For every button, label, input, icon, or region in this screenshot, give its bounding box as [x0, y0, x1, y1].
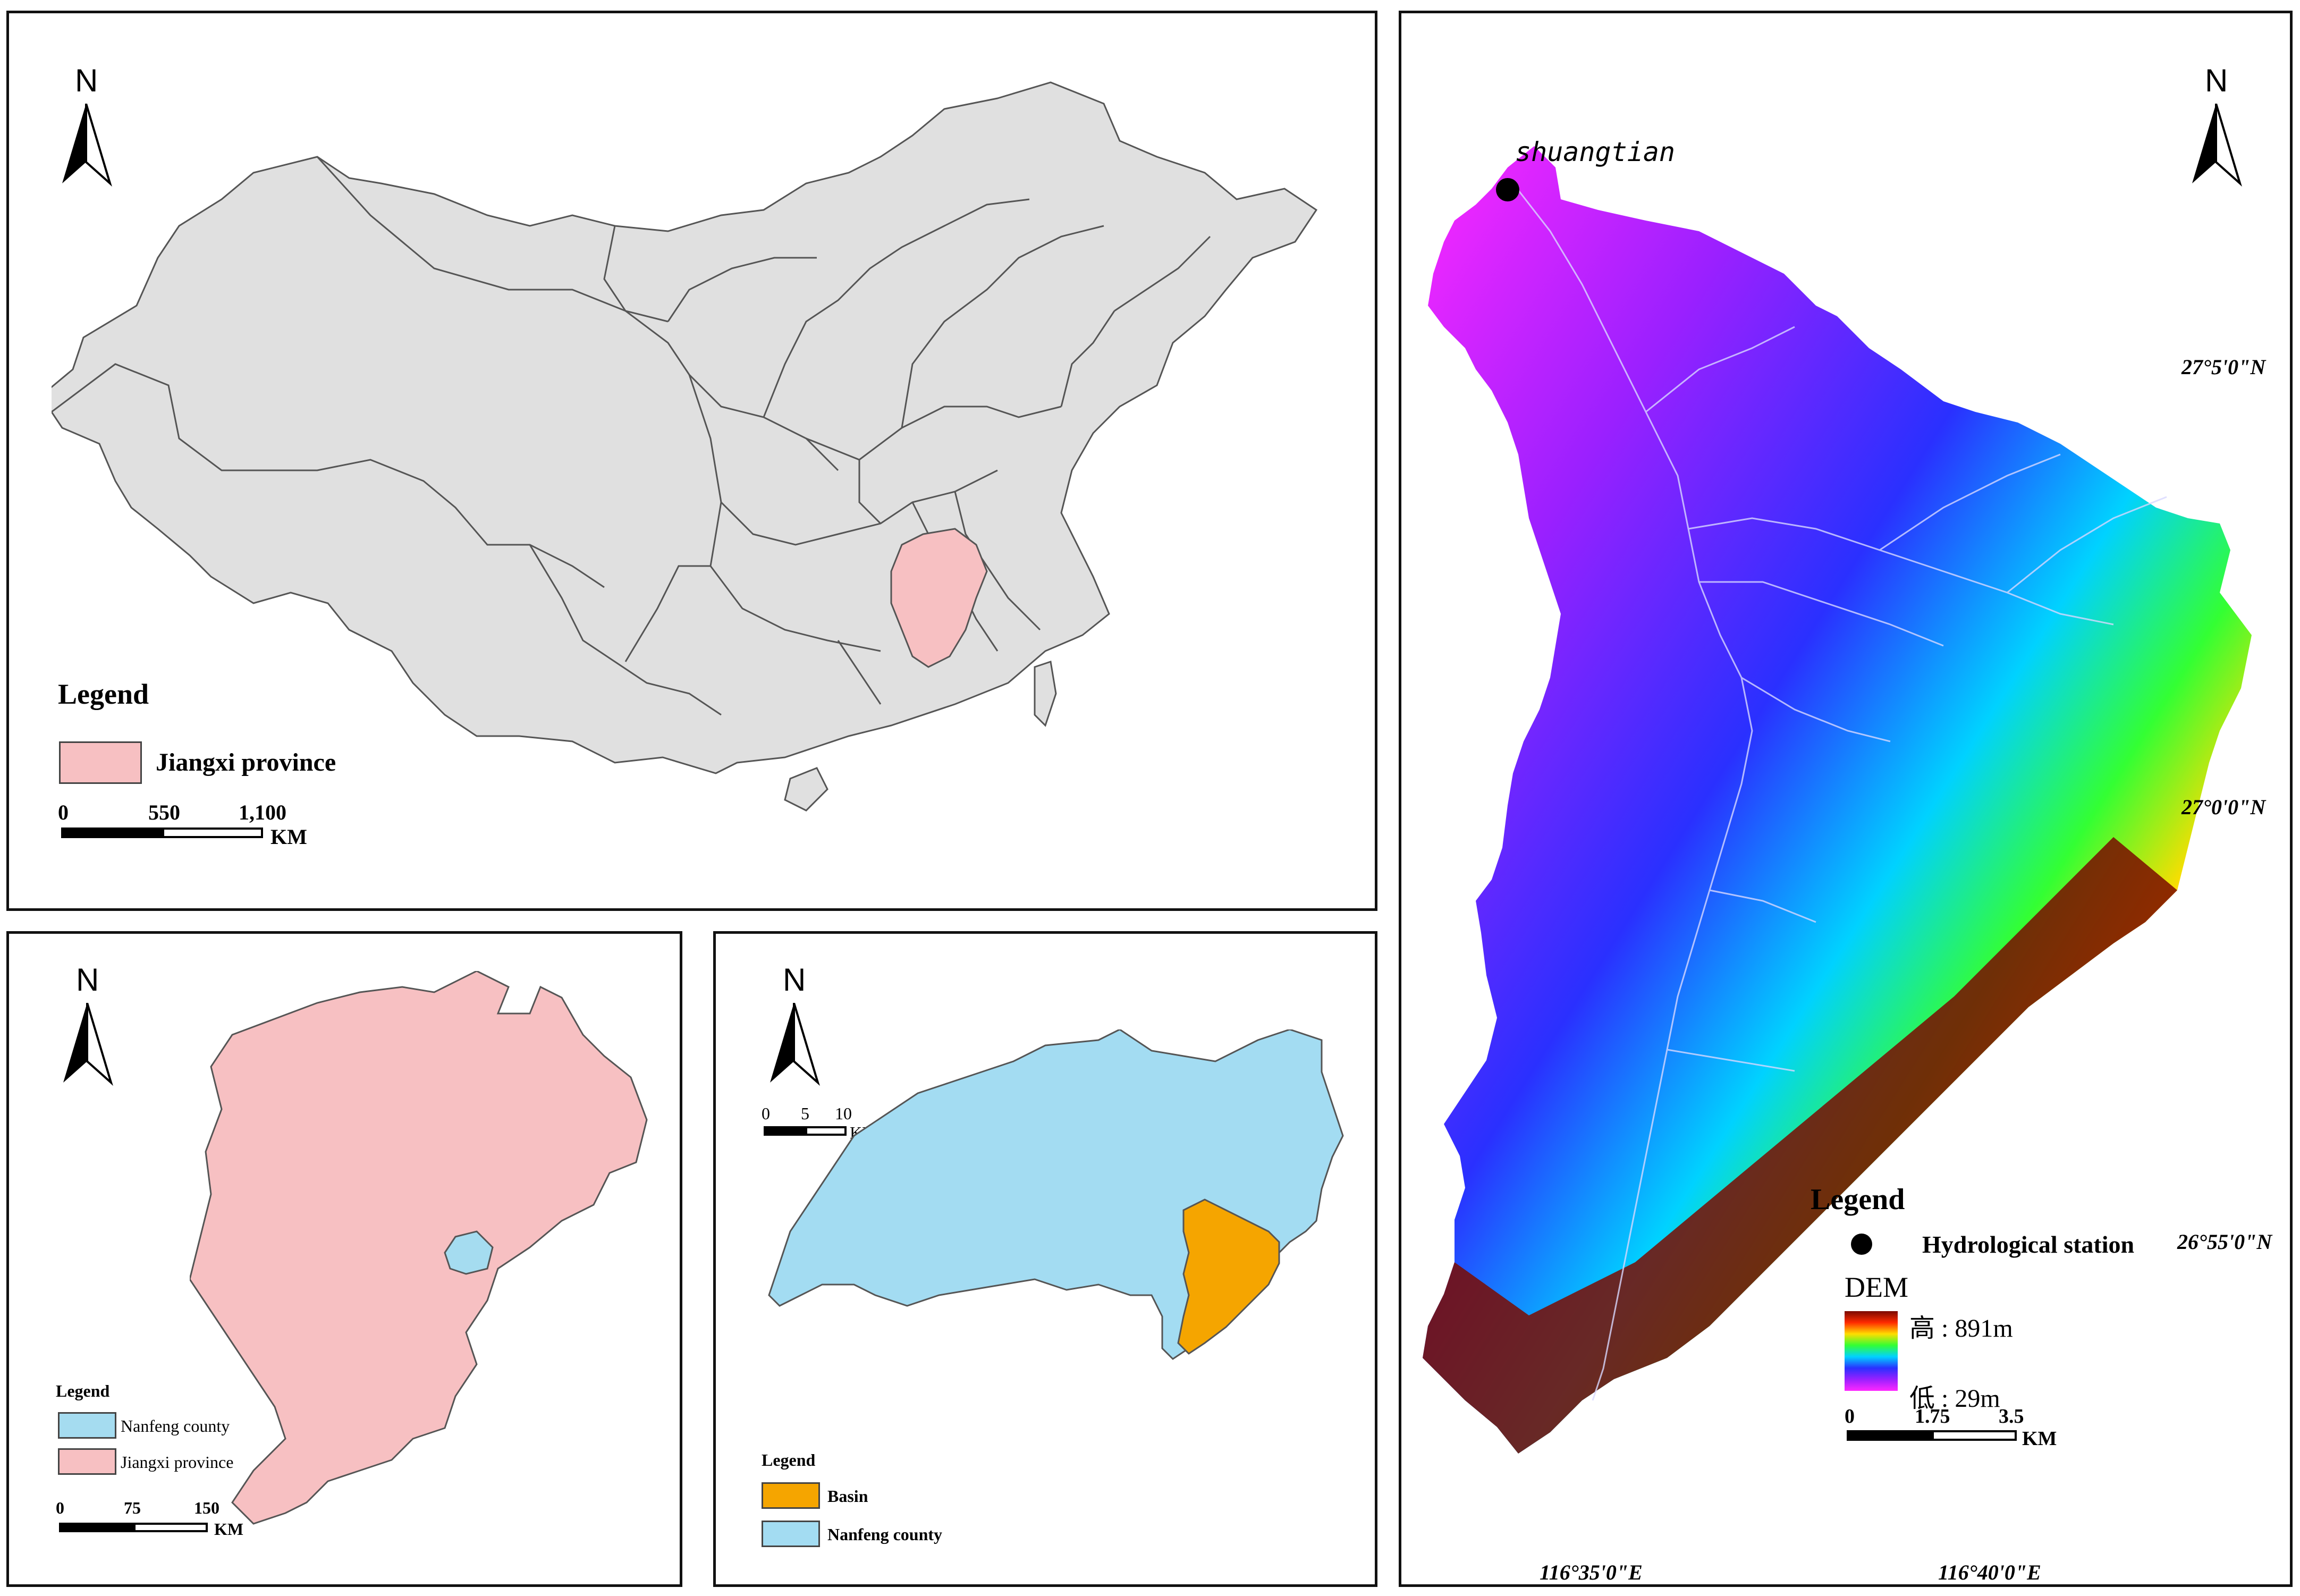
china-map-panel: N [6, 11, 1377, 911]
north-label: N [76, 962, 99, 998]
jiangxi-legend-title: Legend [56, 1381, 110, 1400]
hydrological-station-marker [1496, 178, 1519, 201]
scale-tick: 3.5 [1999, 1405, 2024, 1428]
station-label: shuangtian [1515, 137, 1676, 167]
jiangxi-shape [190, 971, 648, 1525]
north-label: N [75, 63, 98, 98]
nanfeng-map [768, 1029, 1344, 1360]
nanfeng-highlight [444, 1230, 494, 1275]
dem-legend-title: Legend [1811, 1183, 1905, 1216]
scale-tick: 10 [835, 1104, 852, 1123]
legend-label: Basin [827, 1487, 868, 1506]
north-label: N [2205, 63, 2228, 98]
china-provinces [52, 81, 1318, 774]
north-arrow-icon: N [57, 62, 115, 200]
dem-low-label: 低 : 29m [1909, 1384, 2000, 1413]
china-map [52, 81, 1318, 812]
scale-unit: KM [270, 825, 307, 849]
jiangxi-legend-label: Jiangxi province [156, 748, 336, 776]
scale-tick: 0 [762, 1104, 770, 1123]
stream-network [1512, 183, 2167, 1401]
jiangxi-map-panel: N Legend Nanfeng county Jiangxi province… [6, 931, 682, 1587]
china-legend-title: Legend [58, 678, 149, 710]
north-label: N [783, 962, 806, 998]
legend-label: Nanfeng county [121, 1416, 230, 1435]
jiangxi-scalebar: 0 75 150 KM [56, 1498, 300, 1557]
lon-label: 116°35'0"E [1540, 1560, 1643, 1584]
dem-basin-shape [1423, 146, 2252, 1454]
scale-tick: 0 [56, 1498, 64, 1517]
basin-shape [1177, 1198, 1280, 1355]
scale-unit: KM [2022, 1428, 2057, 1450]
lat-label: 26°55'0"N [2177, 1230, 2272, 1254]
jiangxi-highlight [890, 528, 988, 668]
scale-tick: 1.75 [1915, 1405, 1950, 1428]
dem-map [1423, 146, 2252, 1454]
scale-unit: KM [214, 1519, 244, 1539]
legend-swatch-nanfeng [58, 1412, 116, 1439]
scale-tick: 550 [148, 800, 180, 824]
scale-tick: 1,100 [239, 800, 286, 824]
jiangxi-swatch [59, 741, 142, 784]
dem-map-panel: N [1399, 11, 2293, 1587]
jiangxi-map [190, 971, 648, 1525]
scale-tick: 75 [124, 1498, 141, 1517]
north-arrow-icon: N [58, 961, 116, 1100]
scale-tick: 0 [1845, 1405, 1855, 1428]
nanfeng-county-shape [768, 1029, 1344, 1360]
dem-color-ramp [1845, 1311, 1898, 1391]
lat-label: 27°0'0"N [2181, 795, 2266, 819]
dem-title: DEM [1845, 1271, 1908, 1303]
station-legend-label: Hydrological station [1922, 1231, 2135, 1258]
legend-label: Nanfeng county [827, 1525, 943, 1544]
station-legend-marker [1851, 1234, 1872, 1255]
lon-label: 116°40'0"E [1938, 1560, 2041, 1584]
north-arrow-icon: N [765, 961, 823, 1100]
china-scalebar: 0 550 1,100 KM [58, 800, 334, 864]
scale-tick: 0 [58, 800, 69, 824]
dem-high-label: 高 : 891m [1909, 1314, 2013, 1342]
legend-swatch-basin [762, 1482, 820, 1509]
dem-scalebar: 0 1.75 3.5 KM [1845, 1405, 2121, 1463]
legend-swatch-nanfeng [762, 1521, 820, 1547]
lat-label: 27°5'0"N [2181, 355, 2266, 379]
scale-tick: 5 [801, 1104, 809, 1123]
legend-label: Jiangxi province [121, 1453, 234, 1472]
north-arrow-icon: N [2187, 62, 2245, 200]
scale-tick: 150 [194, 1498, 219, 1517]
nanfeng-map-panel: N 0 5 10 KM Legend Basin Nanfeng county [713, 931, 1377, 1587]
nanfeng-legend-title: Legend [762, 1450, 816, 1470]
legend-swatch-jiangxi [58, 1448, 116, 1475]
